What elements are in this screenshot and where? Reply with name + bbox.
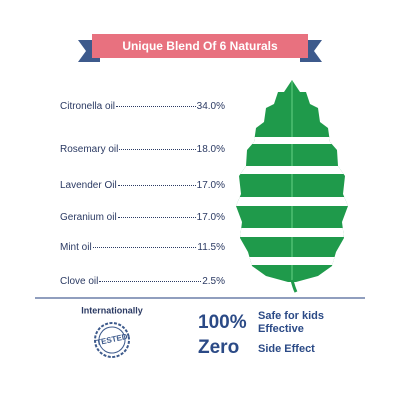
ingredient-percent: 34.0%: [196, 101, 225, 112]
ingredient-percent: 18.0%: [196, 144, 225, 155]
banner: [92, 34, 308, 58]
ingredient-percent: 17.0%: [196, 212, 225, 223]
claim-value: Zero: [198, 337, 239, 358]
leader-dots: [119, 149, 196, 150]
ingredient: Clove oil 2.5%: [60, 276, 225, 287]
badge-caption: Internationally: [81, 305, 143, 315]
leader-dots: [117, 185, 196, 186]
leader-dots: [117, 217, 196, 218]
ingredient-name: Citronella oil: [60, 101, 116, 112]
ingredient-name: Lavender Oil: [60, 180, 117, 191]
claim-value: 100%: [198, 312, 247, 333]
leader-dots: [99, 281, 202, 282]
banner-title: Unique Blend Of 6 Naturals: [122, 39, 278, 53]
stamp: TESTED: [94, 322, 130, 358]
ingredient: Rosemary oil 18.0%: [60, 144, 225, 155]
ingredient-name: Clove oil: [60, 276, 99, 287]
claim-line: Side Effect: [258, 343, 315, 355]
ingredient: Mint oil 11.5%: [60, 242, 225, 253]
ingredient: Lavender Oil 17.0%: [60, 180, 225, 191]
claim-line: Effective: [258, 323, 304, 335]
ingredient-percent: 17.0%: [196, 180, 225, 191]
ingredient-percent: 11.5%: [197, 242, 225, 253]
leaf: [236, 80, 348, 282]
ingredient-percent: 2.5%: [202, 276, 225, 287]
leader-dots: [92, 247, 197, 248]
claim-line: Safe for kids: [258, 310, 324, 322]
ingredient-name: Mint oil: [60, 242, 92, 253]
leader-dots: [116, 106, 196, 107]
ingredient-name: Rosemary oil: [60, 144, 119, 155]
leaf-stem: [290, 279, 298, 293]
ingredient-name: Geranium oil: [60, 212, 117, 223]
ingredient: Geranium oil 17.0%: [60, 212, 225, 223]
ingredient: Citronella oil 34.0%: [60, 101, 225, 112]
